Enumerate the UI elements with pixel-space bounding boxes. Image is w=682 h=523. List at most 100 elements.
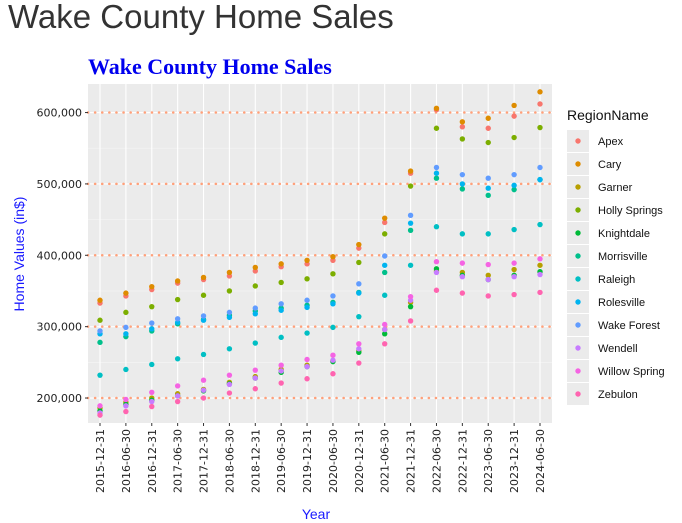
point-cary [200,274,207,281]
point-wake-forest [356,281,362,287]
legend-label-holly-springs: Holly Springs [598,205,663,217]
legend-marker-wake-forest [575,322,581,328]
point-morrisville [511,186,517,193]
x-tick-label: 2018-12-31 [249,429,262,493]
point-wake-forest [252,305,258,311]
minor-gridlines [88,147,552,363]
point-cary [123,290,129,296]
point-willow-spring [149,389,155,396]
point-rolesville [485,185,491,191]
plot-panel [88,84,552,423]
point-apex [511,113,517,119]
point-rolesville [252,311,258,317]
point-raleigh [304,330,310,336]
point-zebulon [459,290,466,296]
point-raleigh [252,340,258,346]
point-willow-spring [459,260,466,266]
point-willow-spring [200,377,207,383]
point-cary [537,89,543,95]
x-tick-label: 2017-06-30 [172,429,185,493]
point-raleigh [433,224,440,230]
reference-lines [86,111,554,400]
x-tick-label: 2019-06-30 [275,429,288,493]
legend-label-raleigh: Raleigh [598,274,635,286]
legend-marker-apex [575,138,581,144]
point-cary [459,119,466,125]
point-holly-springs [537,124,543,131]
point-holly-springs [278,279,284,286]
point-cary [382,215,388,221]
point-wake-forest [330,293,336,299]
legend-label-knightdale: Knightdale [598,228,650,240]
point-raleigh [278,334,284,341]
point-willow-spring [485,261,491,268]
point-willow-spring [304,356,310,363]
point-holly-springs [485,139,491,146]
point-raleigh [382,292,388,298]
point-wake-forest [149,320,155,326]
point-wake-forest [278,301,284,307]
point-wake-forest [433,164,440,171]
legend-marker-rolesville [575,299,581,305]
point-rolesville [330,301,336,307]
legend-marker-garner [575,184,581,190]
point-cary [511,102,517,109]
legend-label-wake-forest: Wake Forest [598,320,660,332]
point-apex [537,101,543,107]
y-tick-label: 400,000 [37,249,83,262]
y-tick-label: 300,000 [37,321,83,334]
point-holly-springs [226,288,233,294]
point-wendell [433,269,440,276]
x-tick-label: 2016-12-31 [146,429,159,493]
point-zebulon [330,371,336,377]
point-zebulon [278,380,284,386]
point-holly-springs [356,259,362,266]
point-zebulon [123,408,129,415]
data-points [97,89,543,418]
y-tick-label: 200,000 [37,392,83,405]
legend-marker-raleigh [575,276,581,282]
point-wendell [226,381,233,388]
legend-label-garner: Garner [598,182,633,194]
x-tick-label: 2020-12-31 [353,429,366,493]
point-zebulon [537,289,543,296]
point-wendell [382,326,388,333]
point-wake-forest [485,175,491,181]
point-zebulon [433,287,440,293]
point-cary [356,241,362,248]
legend-label-morrisville: Morrisville [598,251,648,263]
point-cary [252,264,258,271]
point-willow-spring [356,341,362,347]
point-wake-forest [511,171,517,178]
point-cary [278,261,284,267]
point-raleigh [174,356,181,362]
legend-marker-cary [575,161,581,167]
point-raleigh [537,221,543,228]
legend-label-zebulon: Zebulon [598,389,638,401]
point-holly-springs [174,296,181,303]
point-apex [382,219,388,226]
point-willow-spring [97,403,103,409]
point-holly-springs [459,136,466,142]
point-zebulon [174,398,181,405]
legend-title: RegionName [567,107,649,123]
point-zebulon [382,341,388,347]
point-wendell [511,273,517,280]
point-raleigh [485,231,491,237]
point-morrisville [485,192,491,199]
point-wake-forest [407,212,414,219]
point-willow-spring [123,396,129,403]
point-morrisville [382,269,388,276]
point-raleigh [123,366,129,373]
point-apex [485,125,491,131]
point-willow-spring [278,362,284,368]
point-morrisville [407,227,414,234]
point-rolesville [200,317,207,323]
point-zebulon [304,376,310,382]
point-rolesville [459,181,466,187]
point-morrisville [433,175,440,181]
legend-label-willow-spring: Willow Spring [598,366,665,378]
point-rolesville [537,176,543,183]
point-rolesville [356,290,362,296]
point-wendell [278,368,284,374]
